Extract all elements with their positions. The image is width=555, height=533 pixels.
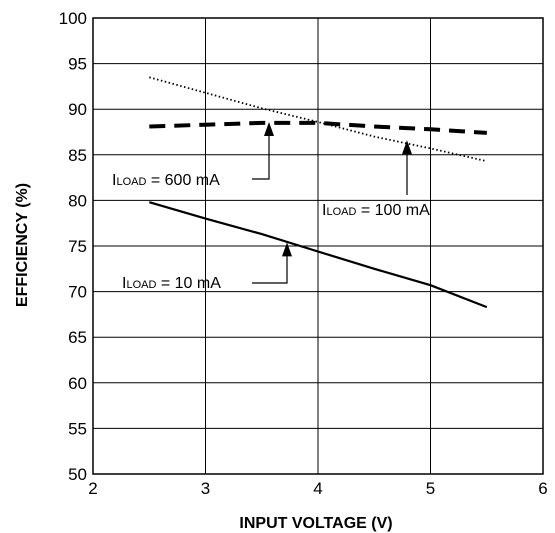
y-tick-labels: 50 55 60 65 70 75 80 85 90 95 100: [59, 9, 87, 484]
x-axis-title: INPUT VOLTAGE (V): [239, 515, 392, 532]
annotation-arrow: [264, 121, 274, 136]
annotation-arrow: [282, 242, 292, 257]
annotations: ILOAD = 600 mA ILOAD = 100 mA ILOAD = 10 m…: [112, 121, 430, 292]
y-tick-label: 75: [68, 237, 87, 256]
y-tick-label: 80: [68, 191, 87, 210]
annotation-arrow: [402, 140, 412, 155]
grid: [92, 17, 544, 475]
x-tick-label: 2: [88, 479, 97, 498]
y-tick-label: 70: [68, 283, 87, 302]
x-tick-label: 4: [313, 479, 322, 498]
x-tick-label: 5: [426, 479, 435, 498]
annotation-label: ILOAD = 10 mA: [122, 275, 221, 292]
y-tick-label: 65: [68, 328, 87, 347]
annotation-leader: [252, 250, 288, 284]
plot-frame: [92, 17, 544, 475]
y-axis-title: EFFICIENCY (%): [14, 183, 31, 307]
y-tick-label: 100: [59, 9, 87, 28]
y-tick-label: 85: [68, 146, 87, 165]
y-tick-label: 90: [68, 100, 87, 119]
y-tick-label: 60: [68, 374, 87, 393]
x-tick-label: 6: [538, 479, 547, 498]
y-tick-label: 95: [68, 55, 87, 74]
series-lines: [148, 76, 488, 309]
annotation-label: ILOAD = 100 mA: [322, 202, 430, 219]
series-line-dashed: [149, 120, 487, 135]
y-tick-label: 55: [68, 419, 87, 438]
annotation-label: ILOAD = 600 mA: [112, 172, 220, 189]
series-line-solid: [148, 201, 488, 309]
y-tick-label: 50: [68, 465, 87, 484]
x-tick-labels: 2 3 4 5 6: [88, 479, 547, 498]
annotation-leader: [252, 129, 270, 180]
x-tick-label: 3: [201, 479, 210, 498]
